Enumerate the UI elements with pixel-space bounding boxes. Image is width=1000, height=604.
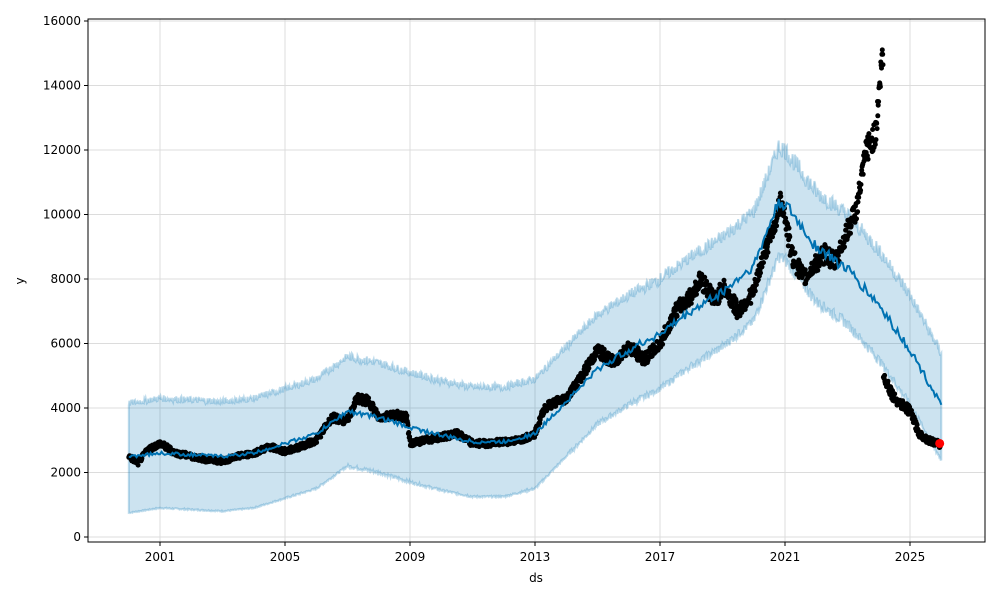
observed-point (854, 216, 859, 222)
observed-point (848, 223, 854, 229)
observed-point (802, 267, 808, 273)
observed-point (778, 193, 784, 199)
observed-point (765, 249, 771, 255)
observed-point (787, 234, 793, 240)
y-tick-label: 0 (73, 530, 81, 544)
y-axis-ticks: 0 2000 4000 6000 8000 10000 12000 14000 16000 (43, 14, 88, 544)
x-tick-label: 2009 (395, 550, 426, 564)
observed-point (404, 413, 410, 419)
y-tick-label: 2000 (50, 466, 81, 480)
observed-point (674, 313, 680, 319)
observed-point (660, 341, 666, 347)
observed-point (876, 99, 882, 105)
observed-point (858, 187, 864, 193)
observed-point (874, 126, 880, 132)
observed-point (601, 346, 607, 352)
y-axis-label: y (13, 277, 27, 284)
observed-point (135, 462, 141, 468)
observed-point (786, 225, 792, 231)
observed-point (882, 372, 888, 378)
observed-point (875, 113, 881, 119)
y-tick-label: 8000 (50, 272, 81, 286)
observed-point (789, 245, 795, 251)
observed-point (843, 227, 849, 233)
observed-point (770, 234, 775, 240)
y-tick-label: 6000 (50, 337, 81, 351)
observed-point (872, 142, 878, 147)
observed-point (866, 131, 872, 137)
observed-point (892, 391, 898, 397)
observed-point (860, 171, 866, 177)
observed-point (874, 120, 880, 126)
observed-point (870, 127, 876, 132)
observed-point (314, 440, 320, 445)
observed-point (139, 456, 145, 461)
y-tick-label: 10000 (43, 208, 81, 222)
observed-point (792, 250, 798, 256)
observed-point (733, 299, 739, 305)
observed-point (748, 300, 754, 306)
observed-point (856, 194, 862, 200)
observed-point (880, 51, 886, 57)
forecast-line (128, 198, 943, 459)
grid (88, 19, 985, 542)
x-tick-label: 2005 (270, 550, 301, 564)
x-axis-ticks: 2001 2005 2009 2013 2017 2021 2025 (145, 542, 926, 564)
observed-point (848, 230, 853, 236)
observed-point (880, 62, 886, 68)
observed-point (586, 365, 592, 371)
observed-point (702, 274, 708, 280)
last-observation-point (935, 438, 945, 448)
observed-point (858, 182, 864, 187)
x-tick-label: 2001 (145, 550, 176, 564)
x-tick-label: 2021 (770, 550, 801, 564)
x-tick-label: 2013 (520, 550, 551, 564)
observed-point (767, 238, 773, 244)
observed-point (759, 264, 765, 270)
observed-point (885, 378, 891, 384)
observed-point (721, 277, 727, 283)
observed-point (406, 430, 412, 435)
observed-point (879, 47, 885, 53)
observed-point (855, 199, 861, 205)
y-tick-label: 12000 (43, 143, 81, 157)
observed-point (694, 291, 699, 297)
observed-point (859, 167, 865, 173)
x-tick-label: 2017 (645, 550, 676, 564)
observed-point (855, 209, 861, 215)
observed-point (842, 244, 847, 250)
observed-point (815, 267, 821, 273)
x-axis-label: ds (529, 571, 543, 585)
observed-point (877, 84, 883, 90)
y-tick-label: 16000 (43, 14, 81, 28)
observed-point (774, 223, 780, 229)
observed-point (873, 137, 879, 143)
observed-point (592, 356, 597, 362)
observed-point (318, 434, 324, 440)
observed-point (914, 422, 920, 428)
observed-point (758, 270, 763, 276)
y-tick-label: 4000 (50, 401, 81, 415)
observed-point (865, 156, 871, 162)
observed-point (752, 288, 758, 294)
observed-point (783, 215, 789, 221)
observed-point (688, 300, 694, 306)
observed-point (366, 395, 372, 401)
plot-frame (87, 18, 986, 543)
observed-point (772, 227, 778, 233)
y-tick-label: 14000 (43, 79, 81, 93)
x-tick-label: 2025 (895, 550, 926, 564)
observed-point (753, 282, 759, 288)
observed-point (781, 210, 787, 216)
highlight-point (935, 438, 945, 448)
observed-point (869, 135, 875, 141)
observed-point (761, 260, 766, 266)
yhat-line (128, 198, 943, 459)
